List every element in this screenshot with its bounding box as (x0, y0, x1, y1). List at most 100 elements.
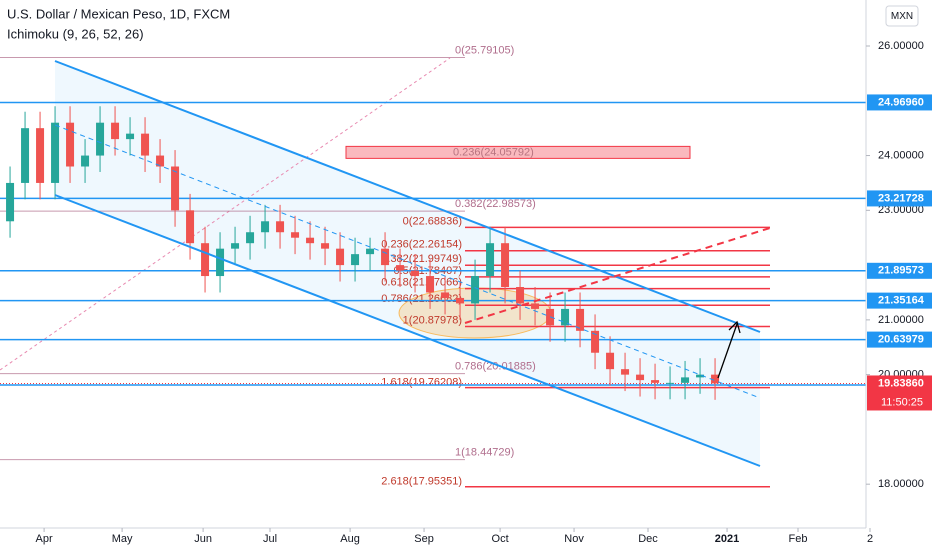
candle-body (486, 243, 495, 277)
candle-body (441, 292, 450, 298)
candle-body (621, 369, 630, 375)
candle-body (141, 133, 150, 156)
fib-label: 0(22.68836) (403, 215, 462, 227)
candle-body (156, 155, 165, 167)
price-level-label: 21.89573 (878, 265, 924, 277)
x-tick-label: Dec (638, 533, 658, 545)
candle-body (516, 287, 525, 304)
candle-body (171, 166, 180, 211)
fib-label: 0.236(22.26154) (381, 239, 462, 251)
axes: 26.0000024.0000023.0000021.0000020.00000… (36, 40, 932, 545)
y-tick-label: 21.00000 (878, 314, 924, 326)
y-tick-label: 18.00000 (878, 478, 924, 490)
candle-body (456, 297, 465, 304)
candle-body (681, 377, 690, 383)
x-tick-label: Jul (263, 533, 277, 545)
candle-body (51, 122, 60, 183)
x-tick-label: May (112, 533, 133, 545)
candle-body (306, 237, 315, 244)
candle-body (426, 276, 435, 293)
candle-body (366, 248, 375, 255)
candle-body (21, 128, 30, 183)
x-tick-label: Feb (789, 533, 808, 545)
candle-body (666, 382, 675, 384)
candle-body (651, 380, 660, 383)
candle-body (471, 276, 480, 304)
candle-body (711, 374, 720, 384)
current-price-label: 19.83860 (878, 377, 924, 389)
chart-title: U.S. Dollar / Mexican Peso, 1D, FXCM (7, 6, 230, 21)
y-tick-label: 23.00000 (878, 204, 924, 216)
price-level-label: 20.63979 (878, 334, 924, 346)
channel-mid (54, 124, 761, 399)
candle-body (411, 270, 420, 277)
x-tick-label: 2021 (715, 533, 739, 545)
fib-label: 1(20.87978) (403, 314, 462, 326)
candle-body (276, 221, 285, 233)
fib-label: 0.382(21.99749) (381, 253, 462, 265)
candle-body (216, 248, 225, 277)
candle-body (501, 243, 510, 288)
x-tick-label: Apr (36, 533, 53, 545)
currency-button[interactable] (885, 5, 919, 27)
fib-label: 0.618(21.57066) (381, 277, 462, 289)
candle-body (66, 122, 75, 167)
drawings-top (54, 60, 771, 467)
price-level-box (867, 331, 932, 348)
arrow-head (728, 320, 741, 334)
candle-body (381, 248, 390, 266)
time-axis (0, 528, 932, 550)
arrow (717, 323, 738, 379)
channel-fill (55, 61, 760, 466)
candle-body (291, 232, 300, 238)
candle-body (531, 303, 540, 309)
fib-label: 0.236(24.05792) (453, 146, 534, 158)
red-dashed (464, 227, 771, 324)
candle-body (6, 182, 15, 222)
candle-body (81, 155, 90, 167)
x-tick-label: Nov (564, 533, 584, 545)
y-tick-label: 24.00000 (878, 149, 924, 161)
candle-body (186, 210, 195, 244)
current-price-box (867, 375, 932, 411)
price-level-box (867, 262, 932, 279)
fib-label: 0.786(20.01885) (455, 361, 536, 373)
fib-label: 2.618(17.95351) (381, 476, 462, 488)
fib-label: 0(25.79105) (455, 44, 514, 56)
price-level-box (867, 292, 932, 309)
candle-body (111, 122, 120, 140)
candle-body (246, 232, 255, 244)
candle-body (576, 308, 585, 331)
candle-body (201, 243, 210, 277)
candle-body (36, 128, 45, 183)
levels: 0(25.79105) 0.236(24.05792) 0.382(22.98573… (0, 44, 866, 488)
candle-body (606, 352, 615, 370)
x-tick-label: Oct (492, 533, 509, 545)
fib-label: 1(18.44729) (455, 447, 514, 459)
fib-label: 0.382(22.98573) (455, 198, 536, 210)
candle-body (351, 254, 360, 266)
x-tick-label: Jun (194, 533, 212, 545)
x-tick-label: 2 (867, 533, 873, 545)
candle-body (636, 374, 645, 381)
candle-body (96, 122, 105, 156)
indicator-label: Ichimoku (9, 26, 52, 26) (7, 26, 144, 41)
candle-body (261, 221, 270, 233)
currency-label[interactable]: MXN (891, 11, 913, 22)
candle-body (321, 243, 330, 249)
x-tick-label: Sep (414, 533, 434, 545)
price-level-box (867, 94, 932, 111)
fib-zone (345, 145, 691, 159)
candle-body (336, 248, 345, 266)
price-level-label: 21.35164 (878, 295, 925, 307)
price-level-label: 24.96960 (878, 96, 924, 108)
x-tick-label: Aug (340, 533, 360, 545)
price-level-label: 23.21728 (878, 192, 924, 204)
countdown: 11:50:25 (881, 396, 923, 408)
y-tick-label: 26.00000 (878, 40, 924, 52)
candle-body (561, 308, 570, 326)
price-level-box (867, 190, 932, 207)
candle-body (591, 330, 600, 353)
